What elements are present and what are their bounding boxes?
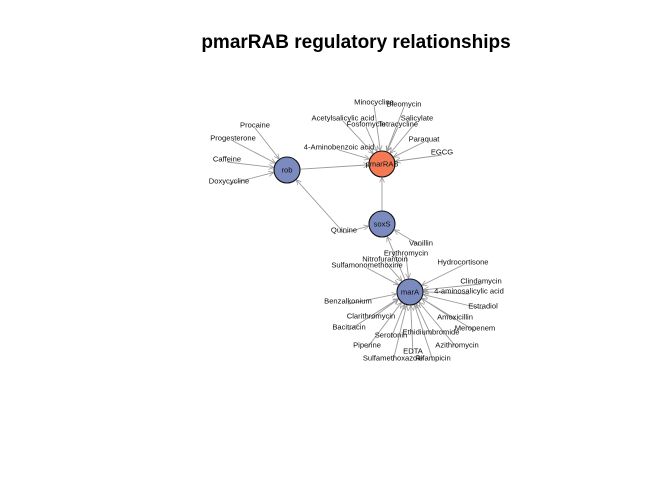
edge-estradiol-to-mara: [424, 295, 484, 310]
leaf-label-benzalkonium: Benzalkonium: [324, 297, 372, 306]
leaf-label-minocycline: Minocycline: [354, 98, 394, 107]
edge-erythromycin-to-mara: [406, 255, 409, 278]
leaf-label-rifampicin: Rifampicin: [415, 354, 450, 363]
edge-sulfamethoxazole-to-mara: [392, 306, 407, 362]
edge-bleomycin-to-pmarrab: [387, 106, 405, 151]
edge-benzalkonium-to-mara: [347, 294, 396, 305]
edge-azithromycin-to-mara: [419, 302, 458, 349]
node-soxs: [368, 210, 396, 238]
edge-minocycline-to-pmarrab: [373, 104, 380, 150]
leaf-label-tetracycline: Tetracycline: [378, 120, 418, 129]
node-pmarrab: [368, 150, 396, 178]
edge-progesterone-to-rob: [232, 140, 275, 163]
diagram-title: pmarRAB regulatory relationships: [201, 32, 510, 53]
leaf-label-amoxicillin: Amoxicillin: [437, 313, 473, 322]
edge-edta-to-mara: [411, 306, 413, 355]
edge-vanillin-to-soxs: [395, 230, 422, 247]
leaf-label-clarithromycin: Clarithromycin: [347, 312, 396, 321]
edge-rob-to-pmarrab: [299, 165, 368, 170]
edge-acetylsalicylic-acid-to-pmarrab: [342, 120, 373, 153]
leaf-label-meropenem: Meropenem: [455, 324, 496, 333]
edge-doxycycline-to-rob: [228, 173, 273, 185]
edge-quinine-to-rob: [297, 180, 345, 234]
edge-bacitracin-to-mara: [348, 299, 398, 331]
leaf-label-serotonin: Serotonin: [375, 331, 408, 340]
leaf-label-caffeine: Caffeine: [213, 155, 241, 164]
leaf-label-azithromycin: Azithromycin: [435, 341, 478, 350]
edge-tetracycline-to-pmarrab: [387, 126, 399, 151]
leaf-label-piperine: Piperine: [353, 341, 381, 350]
leaf-label-clindamycin: Clindamycin: [460, 277, 501, 286]
edge-procaine-to-rob: [254, 127, 279, 159]
edge-caffeine-to-rob: [226, 161, 273, 167]
node-label-mara: marA: [401, 288, 420, 297]
edge-4-aminosalicylic-acid-to-mara: [424, 292, 470, 294]
edge-egcg-to-pmarrab: [396, 154, 443, 161]
node-layer: rob pmarRAB soxS marA: [273, 150, 424, 306]
edge-serotonin-to-mara: [390, 305, 404, 339]
leaf-label-acetylsalicylic-acid: Acetylsalicylic acid: [312, 114, 375, 123]
edge-layer: [226, 104, 484, 362]
leaf-label-procaine: Procaine: [240, 121, 270, 130]
leaf-label-hydrocortisone: Hydrocortisone: [437, 258, 488, 267]
leaf-label-salicylate: Salicylate: [401, 114, 434, 123]
edge-fosfomycin-to-pmarrab: [365, 126, 377, 151]
leaf-label-egcg: EGCG: [431, 148, 453, 157]
edge-quinine-to-soxs: [343, 226, 368, 234]
edge-meropenem-to-mara: [422, 299, 476, 332]
edge-rifampicin-to-mara: [415, 305, 434, 362]
leaf-label-progesterone: Progesterone: [210, 134, 256, 143]
edge-mara-to-soxs: [387, 237, 406, 281]
leaf-label-bleomycin: Bleomycin: [386, 100, 421, 109]
node-rob: [273, 156, 301, 184]
node-label-pmarrab: pmarRAB: [366, 160, 399, 169]
leaf-label-quinine: Quinine: [331, 226, 357, 235]
edge-sulfamonomethoxine-to-mara: [366, 267, 398, 285]
leaf-label-doxycycline: Doxycycline: [209, 177, 250, 186]
edge-4-aminobenzoic-acid-to-pmarrab: [338, 149, 369, 159]
node-label-soxs: soxS: [374, 220, 391, 229]
edge-hydrocortisone-to-mara: [422, 264, 464, 285]
leaf-label-ethidiumbromide: Ethidiumbromide: [403, 328, 460, 337]
leaf-label-paraquat: Paraquat: [409, 135, 441, 144]
node-label-rob: rob: [282, 166, 293, 175]
edge-ethidiumbromide-to-mara: [417, 304, 432, 336]
node-mara: [396, 278, 424, 306]
edge-paraquat-to-pmarrab: [394, 141, 425, 157]
edge-clindamycin-to-mara: [424, 283, 482, 290]
label-layer: Procaine Progesterone Caffeine Doxycycline Q…: [209, 98, 504, 363]
leaf-label-nitrofurantoin: Nitrofurantoin: [362, 255, 408, 264]
leaf-label-sulfamethoxazole: Sulfamethoxazole: [363, 354, 423, 363]
leaf-label-4-aminobenzoic-acid: 4-Aminobenzoic acid: [304, 143, 375, 152]
leaf-label-erythromycin: Erythromycin: [384, 249, 428, 258]
edge-piperine-to-mara: [366, 303, 401, 349]
leaf-label-estradiol: Estradiol: [468, 302, 498, 311]
leaf-label-vanillin: Vanillin: [409, 239, 433, 248]
leaf-label-sulfamonomethoxine: Sulfamonomethoxine: [331, 261, 402, 270]
edge-nitrofurantoin-to-mara: [384, 261, 402, 281]
leaf-label-edta: EDTA: [403, 347, 424, 356]
leaf-label-fosfomycin: Fosfomycin: [347, 120, 386, 129]
leaf-label-bacitracin: Bacitracin: [332, 323, 365, 332]
leaf-label-4-aminosalicylic-acid: 4-aminosalicylic acid: [434, 287, 504, 296]
edge-salicylate-to-pmarrab: [390, 120, 418, 153]
